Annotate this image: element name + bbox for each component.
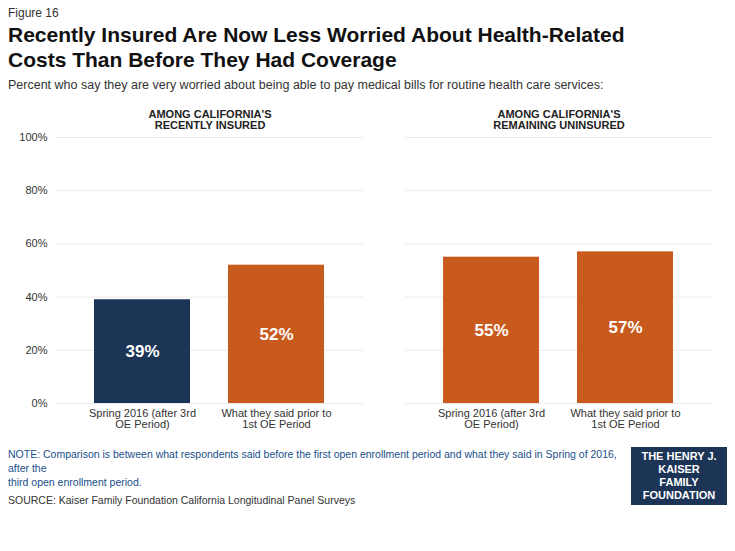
svg-text:20%: 20% bbox=[25, 344, 47, 356]
html-text:SOURCE: Kaiser Family Foundati: SOURCE: Kaiser Family Foundation Califor… bbox=[8, 494, 356, 506]
svg-text:80%: 80% bbox=[25, 184, 47, 196]
svg-text:What they said prior to1st OE: What they said prior to1st OE Period bbox=[570, 407, 680, 430]
svg-text:100%: 100% bbox=[19, 131, 47, 143]
html-text:Percent who say they are very: Percent who say they are very worried ab… bbox=[8, 78, 604, 92]
svg-text:AMONG CALIFORNIA'SRECENTLY INS: AMONG CALIFORNIA'SRECENTLY INSURED bbox=[149, 108, 272, 131]
svg-text:What they said prior to1st OE: What they said prior to1st OE Period bbox=[221, 407, 331, 430]
svg-text:57%: 57% bbox=[608, 318, 642, 337]
svg-text:Spring 2016 (after 3rdOE Perio: Spring 2016 (after 3rdOE Period) bbox=[89, 407, 196, 430]
svg-text:55%: 55% bbox=[474, 321, 508, 340]
html-text:Recently Insured Are Now Less: Recently Insured Are Now Less Worried Ab… bbox=[8, 23, 625, 71]
svg-text:Spring 2016 (after 3rdOE Perio: Spring 2016 (after 3rdOE Period) bbox=[438, 407, 545, 430]
svg-text:52%: 52% bbox=[259, 325, 293, 344]
svg-text:60%: 60% bbox=[25, 237, 47, 249]
svg-text:0%: 0% bbox=[32, 397, 48, 409]
html-text:Figure 16: Figure 16 bbox=[8, 6, 59, 20]
svg-text:40%: 40% bbox=[25, 291, 47, 303]
svg-text:39%: 39% bbox=[125, 342, 159, 361]
html-text:THE HENRY J. KAISER FAMILY FOU: THE HENRY J. KAISER FAMILY FOUNDATION bbox=[641, 450, 717, 501]
svg-text:AMONG CALIFORNIA'SREMAINING UN: AMONG CALIFORNIA'SREMAINING UNINSURED bbox=[493, 108, 624, 131]
html-text:NOTE: Comparison is between wh: NOTE: Comparison is between what respond… bbox=[8, 448, 617, 488]
